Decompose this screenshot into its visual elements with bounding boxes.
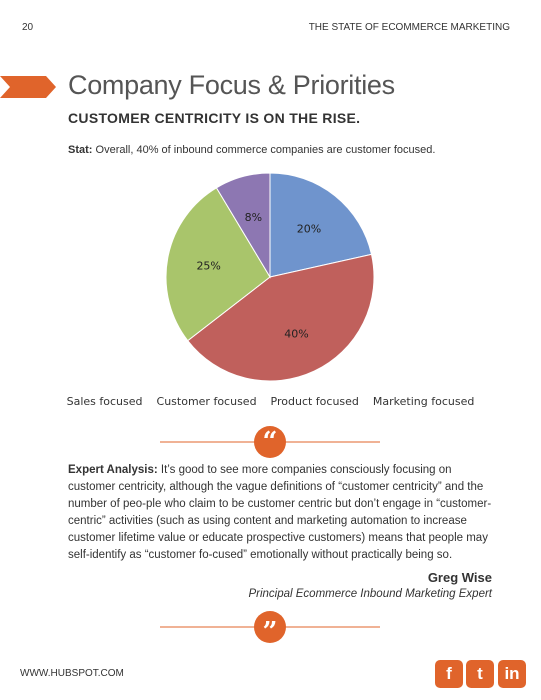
legend: Sales focused Customer focused Product foc…	[0, 395, 541, 408]
pie-slice	[269, 172, 373, 278]
twitter-icon[interactable]: t	[466, 660, 494, 688]
legend-item: Customer focused	[157, 395, 257, 408]
pie-chart: 20% 40% 25% 8%	[165, 172, 375, 382]
slice-label: 20%	[297, 222, 321, 235]
slice-label: 40%	[284, 327, 308, 340]
pie-slice	[165, 187, 271, 342]
linkedin-icon[interactable]: in	[498, 660, 526, 688]
quote-open: “	[263, 427, 278, 457]
title-arrow	[0, 76, 56, 98]
page-number: 20	[22, 22, 34, 33]
quote-close: ”	[263, 617, 278, 646]
stat: Stat: Overall, 40% of inbound commerce c…	[68, 144, 435, 156]
running-title: THE STATE OF ECOMMERCE MARKETING	[308, 22, 510, 33]
legend-item: Product focused	[271, 395, 359, 408]
slice-label: 25%	[196, 259, 220, 272]
pie-slice	[215, 172, 271, 279]
legend-label: Marketing focused	[372, 395, 475, 408]
divider: ”	[160, 611, 380, 646]
legend-label: Sales focused	[66, 395, 143, 408]
analysis-label: Expert Analysis:	[68, 464, 158, 476]
pie-slice	[187, 253, 375, 382]
legend-item: Marketing focused	[373, 395, 474, 408]
subtitle: CUSTOMER CENTRICITY IS ON THE RISE.	[68, 110, 361, 126]
legend-label: Customer focused	[156, 395, 257, 408]
author-name: Greg Wise	[427, 570, 492, 585]
legend-label: Product focused	[270, 395, 359, 408]
footer-url: WWW.HUBSPOT.COM	[20, 668, 124, 679]
slice-label: 8%	[245, 211, 262, 224]
stat-text: Overall, 40% of inbound commerce compani…	[95, 144, 436, 156]
expert-analysis: Expert Analysis: It’s good to see more c…	[68, 462, 500, 564]
analysis-text: It’s good to see more companies consciou…	[68, 464, 492, 561]
divider: “	[160, 426, 380, 458]
stat-label: Stat:	[68, 144, 93, 156]
page-title: Company Focus & Priorities	[68, 70, 395, 100]
facebook-icon[interactable]: f	[435, 660, 463, 688]
author-role: Principal Ecommerce Inbound Marketing Ex…	[248, 588, 492, 600]
legend-item: Sales focused	[67, 395, 143, 408]
